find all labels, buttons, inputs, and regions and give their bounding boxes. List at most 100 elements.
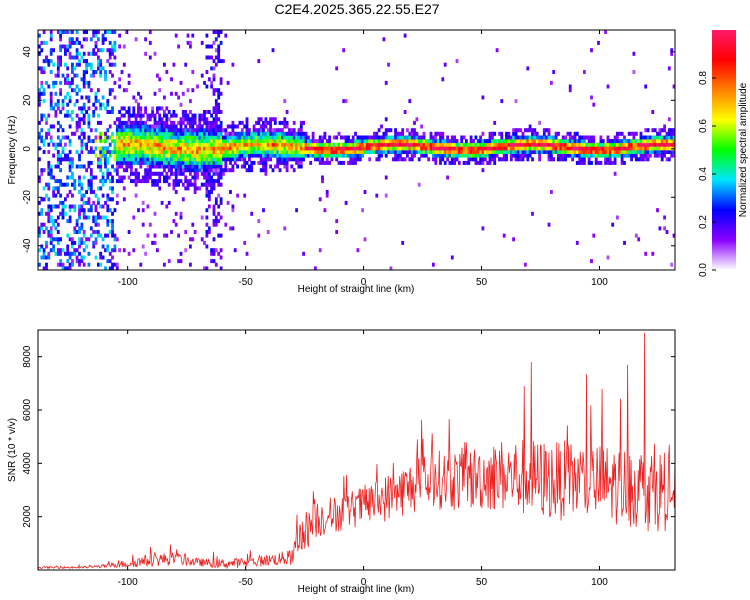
heatmap-cell (108, 208, 112, 213)
heatmap-cell (186, 150, 190, 154)
heatmap-cell (66, 73, 70, 78)
heatmap-cell (177, 139, 180, 144)
heatmap-cell (179, 153, 183, 158)
heatmap-cell (177, 120, 180, 125)
heatmap-cell (611, 222, 615, 227)
heatmap-cell (80, 193, 84, 198)
heatmap-cell (108, 259, 112, 264)
heatmap-cell (580, 139, 584, 144)
heatmap-cell (236, 131, 239, 136)
heatmap-cell (299, 120, 303, 125)
heatmap-cell (64, 30, 67, 34)
heatmap-cell (644, 157, 648, 162)
heatmap-cell (89, 150, 93, 154)
heatmap-cell (130, 146, 133, 151)
heatmap-cell (78, 157, 81, 162)
heatmap-cell (269, 153, 272, 158)
heatmap-cell (92, 150, 96, 154)
heatmap-cell (222, 135, 225, 140)
heatmap-cell (495, 139, 499, 144)
heatmap-cell (391, 139, 395, 144)
heatmap-cell (219, 142, 223, 147)
heatmap-cell (321, 160, 324, 165)
heatmap-cell (106, 168, 110, 173)
heatmap-cell (469, 135, 473, 140)
heatmap-cell (106, 175, 110, 180)
heatmap-cell (479, 142, 482, 147)
heatmap-cell (130, 135, 133, 140)
heatmap-cell (455, 150, 459, 154)
heatmap-cell (210, 84, 213, 89)
heatmap-cell (526, 157, 530, 162)
heatmap-cell (106, 171, 110, 176)
heatmap-cell (406, 146, 409, 151)
heatmap-cell (38, 66, 41, 71)
heatmap-cell (219, 200, 223, 205)
spectrogram-x-label: Height of straight line (km) (298, 284, 415, 295)
heatmap-cell (594, 142, 598, 147)
heatmap-cell (387, 150, 390, 154)
heatmap-cell (210, 120, 213, 125)
heatmap-cell (568, 146, 572, 151)
heatmap-cell (59, 80, 62, 85)
heatmap-cell (59, 33, 62, 38)
heatmap-cell (377, 146, 381, 151)
heatmap-cell (134, 146, 138, 151)
heatmap-cell (130, 160, 133, 165)
heatmap-cell (148, 222, 152, 227)
heatmap-cell (125, 139, 129, 144)
heatmap-cell (365, 139, 369, 144)
heatmap-cell (108, 197, 112, 202)
heatmap-cell (59, 48, 62, 53)
heatmap-cell (613, 142, 617, 147)
heatmap-cell (184, 175, 188, 180)
heatmap-cell (177, 150, 180, 154)
heatmap-cell (557, 146, 560, 151)
heatmap-cell (205, 44, 209, 49)
heatmap-cell (125, 128, 129, 133)
heatmap-cell (127, 131, 131, 136)
heatmap-cell (222, 153, 225, 158)
heatmap-cell (97, 99, 100, 104)
heatmap-cell (42, 99, 46, 104)
heatmap-cell (167, 200, 171, 205)
heatmap-cell (85, 146, 88, 151)
heatmap-cell (139, 179, 143, 184)
heatmap-cell (441, 142, 445, 147)
heatmap-cell (167, 175, 171, 180)
heatmap-cell (377, 153, 381, 158)
heatmap-cell (115, 131, 119, 136)
heatmap-cell (512, 153, 515, 158)
heatmap-cell (240, 150, 244, 154)
heatmap-cell (469, 142, 473, 147)
heatmap-cell (401, 142, 405, 147)
heatmap-cell (38, 102, 41, 107)
heatmap-cell (583, 150, 586, 154)
heatmap-cell (340, 135, 343, 140)
heatmap-cell (323, 142, 327, 147)
heatmap-cell (512, 237, 515, 242)
heatmap-cell (198, 186, 202, 191)
heatmap-cell (450, 135, 454, 140)
heatmap-cell (127, 110, 131, 114)
heatmap-cell (56, 222, 60, 227)
heatmap-cell (507, 135, 511, 140)
heatmap-cell (130, 124, 133, 129)
heatmap-cell (304, 139, 308, 144)
heatmap-cell (644, 146, 648, 151)
heatmap-cell (361, 208, 364, 213)
heatmap-cell (40, 66, 44, 71)
heatmap-cell (49, 99, 53, 104)
heatmap-cell (134, 113, 138, 118)
heatmap-cell (205, 186, 209, 191)
heatmap-cell (269, 150, 272, 154)
heatmap-cell (61, 73, 65, 78)
heatmap-cell (82, 208, 86, 213)
heatmap-cell (153, 153, 157, 158)
heatmap-cell (78, 237, 81, 242)
heatmap-cell (627, 131, 631, 136)
heatmap-cell (273, 150, 277, 154)
heatmap-cell (488, 139, 492, 144)
heatmap-cell (40, 208, 44, 213)
heatmap-cell (217, 157, 221, 162)
